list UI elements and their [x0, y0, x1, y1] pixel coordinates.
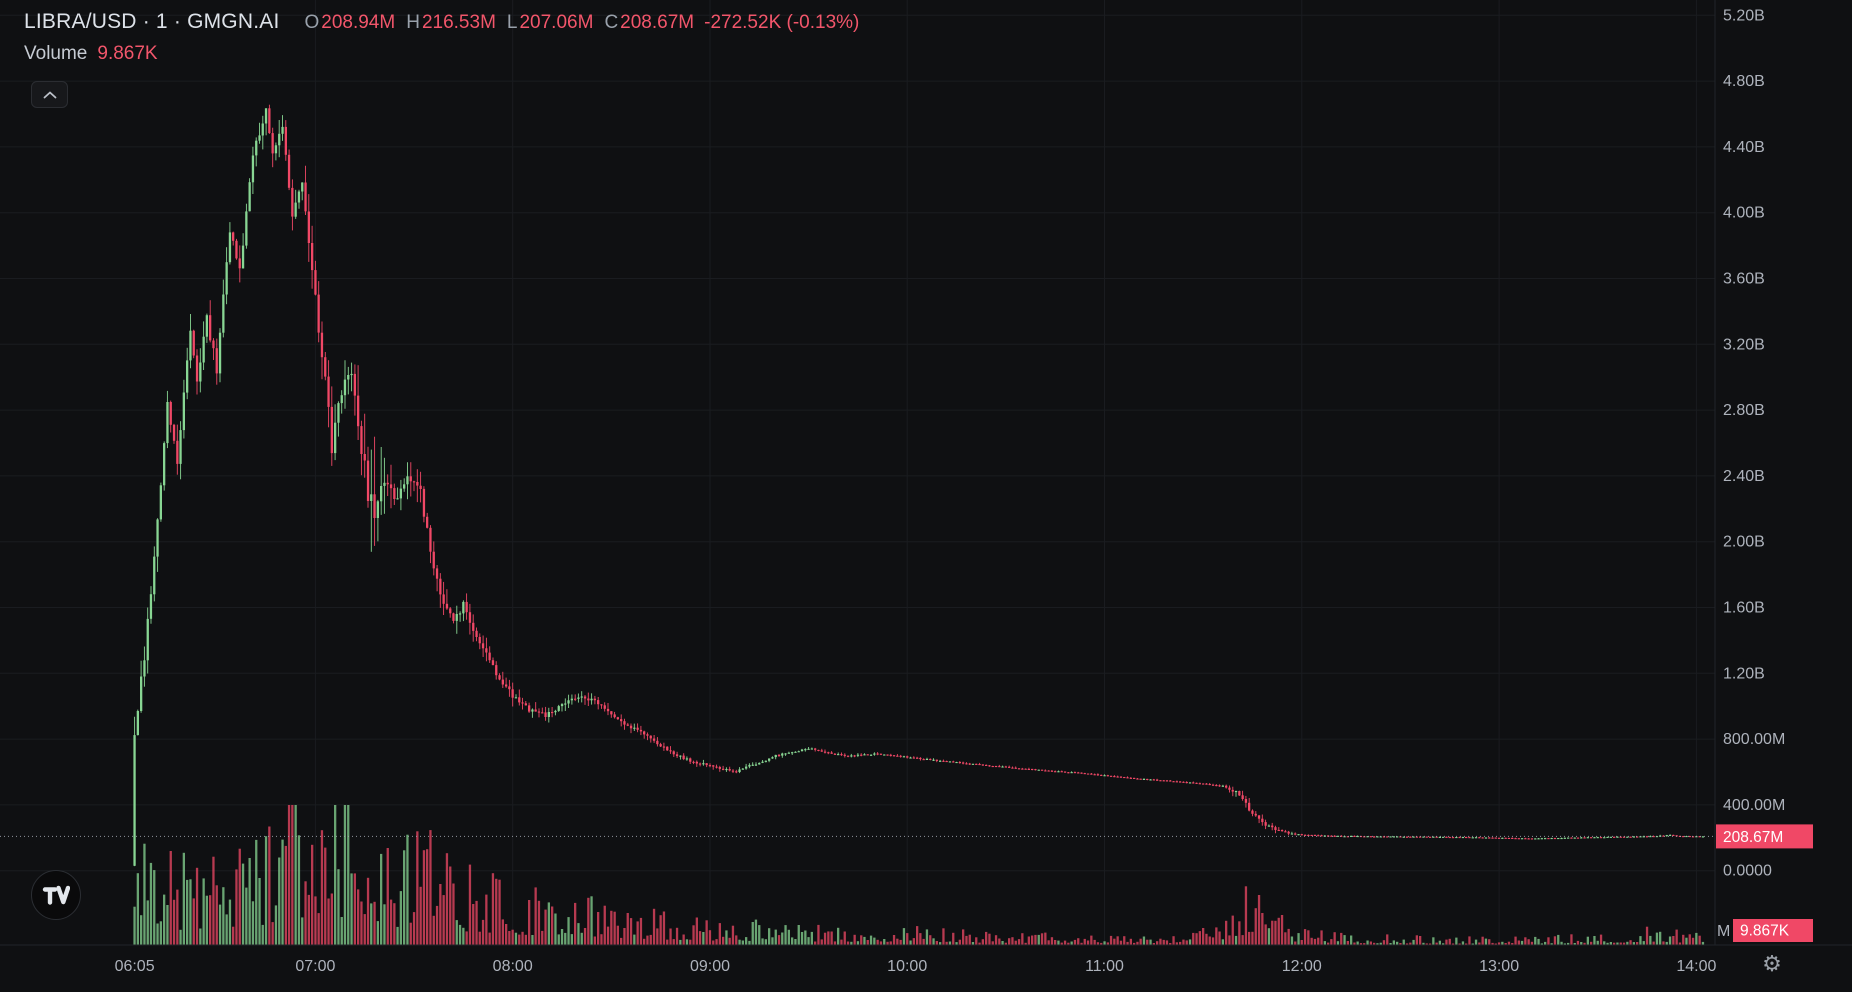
svg-text:3.20B: 3.20B — [1723, 336, 1765, 353]
candles — [133, 104, 1705, 867]
svg-text:800.00M: 800.00M — [1723, 731, 1785, 748]
change-value: -272.52K (-0.13%) — [704, 12, 860, 33]
volume-bars — [133, 805, 1705, 945]
time-axis[interactable] — [0, 945, 1852, 992]
tradingview-logo[interactable] — [31, 870, 81, 920]
svg-text:1.60B: 1.60B — [1723, 600, 1765, 617]
svg-text:10:00: 10:00 — [887, 958, 927, 975]
price-tick-labels: 5.20B 4.80B 4.40B 4.00B 3.60B 3.20B 2.80B 2.40B… — [1723, 7, 1785, 879]
high-label: H — [406, 12, 420, 33]
svg-text:2.00B: 2.00B — [1723, 534, 1765, 551]
svg-text:07:00: 07:00 — [295, 958, 335, 975]
svg-text:3.60B: 3.60B — [1723, 271, 1765, 288]
tradingview-icon — [42, 885, 70, 905]
svg-text:9.867K: 9.867K — [1740, 923, 1790, 940]
low-label: L — [506, 12, 518, 33]
svg-text:1.20B: 1.20B — [1723, 665, 1765, 682]
price-axis[interactable] — [1715, 0, 1852, 945]
svg-text:400.00M: 400.00M — [1723, 797, 1785, 814]
low-value: 207.06M — [519, 12, 594, 33]
volume-axis-unit: M — [1717, 923, 1730, 940]
open-value: 208.94M — [321, 12, 396, 33]
svg-text:08:00: 08:00 — [493, 958, 533, 975]
chevron-up-icon — [43, 91, 56, 98]
time-tick-labels: 06:05 07:00 08:00 09:00 10:00 11:00 12:00 13:00… — [115, 958, 1717, 975]
svg-text:06:05: 06:05 — [115, 958, 155, 975]
svg-text:09:00: 09:00 — [690, 958, 730, 975]
open-label: O — [304, 12, 320, 33]
last-price-label: 208.67M — [1716, 824, 1813, 849]
svg-text:13:00: 13:00 — [1479, 958, 1519, 975]
close-value: 208.67M — [620, 12, 695, 33]
settings-icon[interactable]: ⚙ — [1762, 951, 1782, 977]
close-label: C — [604, 12, 619, 33]
svg-text:4.40B: 4.40B — [1723, 139, 1765, 156]
chart-legend: LIBRA/USD · 1 · GMGN.AI O 208.94M H 216.… — [24, 10, 859, 108]
grid-lines — [0, 0, 1715, 945]
volume-axis-label: 9.867K — [1733, 919, 1813, 942]
svg-text:2.80B: 2.80B — [1723, 402, 1765, 419]
svg-text:5.20B: 5.20B — [1723, 7, 1765, 24]
legend-ohlc-row: LIBRA/USD · 1 · GMGN.AI O 208.94M H 216.… — [24, 10, 859, 34]
collapse-legend-button[interactable] — [31, 81, 68, 108]
svg-text:2.40B: 2.40B — [1723, 468, 1765, 485]
legend-volume-row: Volume 9.867K — [24, 43, 859, 65]
svg-text:208.67M: 208.67M — [1723, 829, 1783, 846]
svg-text:12:00: 12:00 — [1282, 958, 1322, 975]
symbol-title[interactable]: LIBRA/USD · 1 · GMGN.AI — [24, 10, 280, 33]
svg-text:4.00B: 4.00B — [1723, 205, 1765, 222]
volume-value: 9.867K — [97, 43, 158, 64]
svg-text:0.0000: 0.0000 — [1723, 863, 1772, 880]
high-value: 216.53M — [421, 12, 496, 33]
svg-text:11:00: 11:00 — [1085, 958, 1124, 975]
volume-label: Volume — [24, 43, 88, 64]
svg-text:4.80B: 4.80B — [1723, 73, 1765, 90]
svg-text:14:00: 14:00 — [1676, 958, 1716, 975]
